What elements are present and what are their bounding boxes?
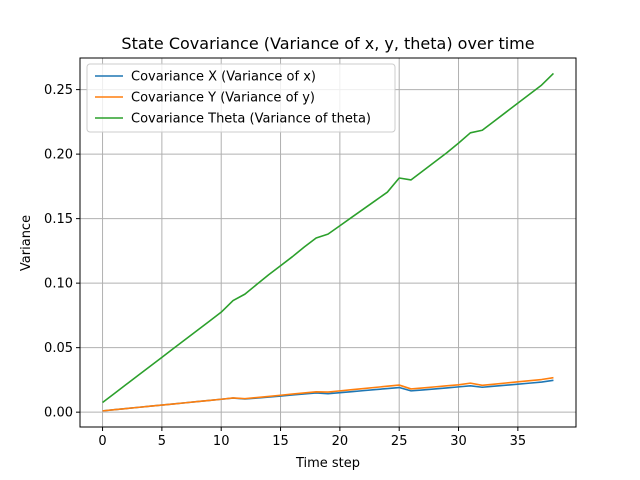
- y-tick-label: 0.20: [44, 148, 73, 163]
- y-tick-label: 0.25: [44, 83, 73, 98]
- y-tick-label: 0.00: [44, 406, 73, 421]
- x-tick-label: 15: [272, 434, 289, 449]
- legend-label: Covariance X (Variance of x): [131, 70, 316, 85]
- legend-box: [86, 63, 396, 133]
- series-lines: [102, 72, 555, 412]
- x-tick-label: 5: [158, 434, 166, 449]
- y-axis-title: Variance: [19, 215, 34, 271]
- x-tick-label: 20: [332, 434, 349, 449]
- y-tick-label: 0.05: [44, 341, 73, 356]
- y-axis: 0.00 0.05 0.10 0.15 0.20 0.25: [44, 83, 80, 421]
- x-tick-label: 10: [213, 434, 230, 449]
- y-tick-label: 0.15: [44, 212, 73, 227]
- series-line-2: [102, 376, 554, 412]
- y-tick-label: 0.10: [44, 277, 73, 292]
- series-line-3: [102, 72, 555, 404]
- chart-title: State Covariance (Variance of x, y, thet…: [121, 34, 534, 53]
- x-axis: 0 5 10 15 20 25 30 35: [98, 427, 526, 449]
- legend-label: Covariance Theta (Variance of theta): [131, 112, 371, 127]
- plot-frame: [79, 57, 577, 428]
- x-tick-label: 30: [450, 434, 467, 449]
- x-tick-label: 0: [98, 434, 106, 449]
- legend-label: Covariance Y (Variance of y): [131, 91, 315, 106]
- legend: Covariance X (Variance of x) Covariance Y…: [86, 63, 396, 133]
- x-tick-label: 35: [510, 434, 527, 449]
- x-axis-title: Time step: [295, 456, 360, 471]
- x-tick-label: 25: [391, 434, 408, 449]
